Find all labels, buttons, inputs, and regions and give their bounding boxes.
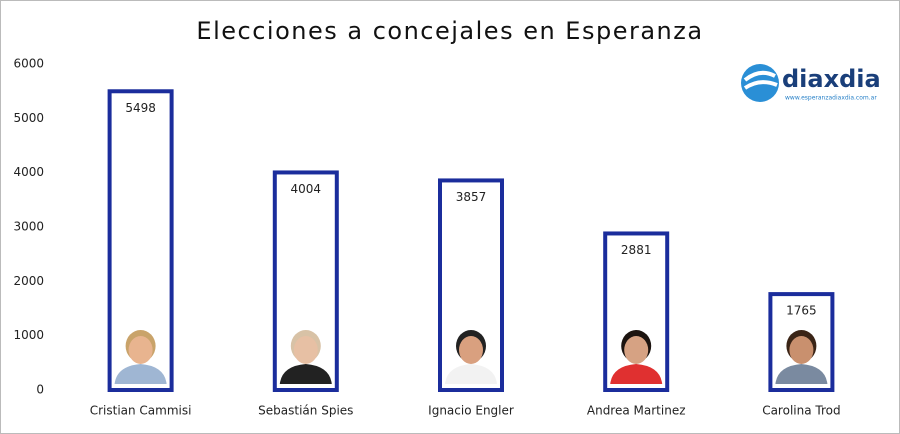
photo	[775, 330, 828, 384]
y-tick-label: 0	[36, 383, 44, 397]
x-tick-label: Sebastián Spies	[258, 404, 353, 418]
photo-face	[293, 336, 318, 364]
value-label: 3857	[456, 190, 487, 204]
y-tick-label: 4000	[13, 165, 44, 179]
photo-face	[128, 336, 153, 364]
photo-face	[624, 336, 649, 364]
photo	[445, 330, 497, 384]
logo-text: diaxdia	[782, 65, 881, 93]
photo	[610, 330, 663, 384]
photo	[114, 330, 167, 384]
y-tick-label: 5000	[13, 111, 44, 125]
chart-title: Elecciones a concejales en Esperanza	[196, 17, 703, 45]
bar	[272, 170, 339, 392]
photo-face	[459, 336, 483, 364]
y-tick-label: 2000	[13, 274, 44, 288]
y-tick-label: 6000	[13, 57, 44, 71]
x-tick-label: Andrea Martinez	[587, 404, 686, 418]
y-tick-label: 3000	[13, 220, 44, 234]
logo: diaxdia www.esperanzadiaxdia.com.ar	[741, 64, 881, 102]
logo-url: www.esperanzadiaxdia.com.ar	[785, 95, 877, 102]
photo-shoulders	[279, 364, 332, 384]
photo	[279, 330, 332, 384]
x-tick-label: Cristian Cammisi	[90, 404, 192, 418]
x-tick-label: Carolina Trod	[762, 404, 840, 418]
y-tick-label: 1000	[13, 328, 44, 342]
value-label: 2881	[621, 243, 652, 257]
photo-face	[789, 336, 814, 364]
photo-shoulders	[610, 364, 663, 384]
photo-shoulders	[775, 364, 828, 384]
value-label: 1765	[786, 304, 817, 318]
photo-shoulders	[114, 364, 167, 384]
photo-shoulders	[445, 364, 497, 384]
x-tick-label: Ignacio Engler	[428, 404, 514, 418]
value-label: 5498	[125, 101, 156, 115]
logo-swoosh	[743, 70, 778, 90]
value-label: 4004	[291, 182, 322, 196]
